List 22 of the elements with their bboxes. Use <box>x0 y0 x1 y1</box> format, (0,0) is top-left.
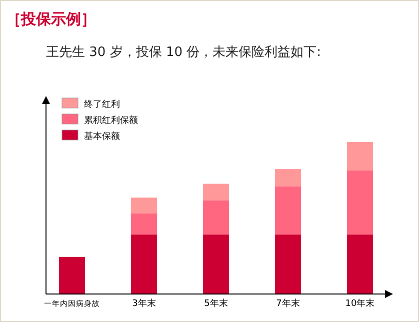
bar <box>203 234 229 294</box>
bar <box>347 142 373 170</box>
legend-label: 终了红利 <box>84 99 120 110</box>
x-tick-label: 5年末 <box>204 298 228 309</box>
bar <box>347 170 373 235</box>
legend-label: 累积红利保额 <box>84 115 138 126</box>
bar <box>275 186 301 235</box>
chart-title: ［投保示例］ <box>6 10 96 28</box>
chart-subtitle: 王先生 30 岁，投保 10 份，未来保险利益如下: <box>46 45 321 60</box>
bar <box>347 234 373 294</box>
x-tick-label: 7年末 <box>276 298 300 309</box>
x-tick-label: 10年末 <box>345 298 375 309</box>
bar <box>203 184 229 200</box>
bar <box>275 234 301 294</box>
bar <box>203 200 229 235</box>
bar <box>131 234 157 294</box>
bar <box>131 198 157 214</box>
legend-label: 基本保额 <box>84 131 120 142</box>
x-tick-label: 3年末 <box>132 298 156 309</box>
bar <box>59 256 85 294</box>
bar <box>275 169 301 186</box>
bar <box>131 213 157 235</box>
